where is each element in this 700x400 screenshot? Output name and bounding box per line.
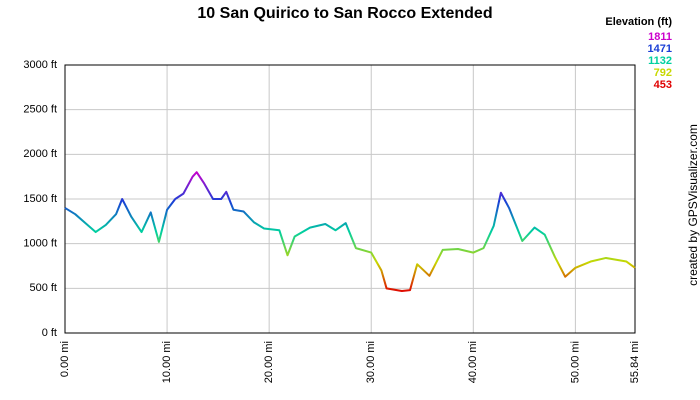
y-tick-label: 1000 ft [23, 238, 57, 250]
y-tick-label: 2500 ft [23, 104, 57, 116]
plot-frame [64, 64, 636, 334]
y-tick-label: 500 ft [29, 282, 57, 294]
y-tick-label: 2000 ft [23, 148, 57, 160]
x-tick-label: 40.00 mi [467, 341, 479, 383]
y-tick-label: 1500 ft [23, 193, 57, 205]
x-tick-label: 10.00 mi [161, 341, 173, 383]
x-tick-label: 30.00 mi [365, 341, 377, 383]
legend-value: 1471 [648, 43, 672, 55]
legend-value: 1811 [648, 31, 672, 43]
x-tick-label: 55.84 mi [629, 341, 641, 383]
credit: created by GPSVisualizer.com [686, 124, 700, 286]
x-tick-label: 50.00 mi [569, 341, 581, 383]
y-tick-label: 3000 ft [23, 59, 57, 71]
elevation-line [64, 171, 636, 293]
x-tick-label: 0.00 mi [59, 341, 71, 377]
x-tick-label: 20.00 mi [263, 341, 275, 383]
legend-title: Elevation (ft) [605, 16, 672, 28]
legend-value: 1132 [648, 55, 672, 67]
y-tick-label: 0 ft [42, 327, 57, 339]
legend-value: 792 [654, 67, 672, 79]
legend-value: 453 [654, 79, 672, 91]
chart-title: 10 San Quirico to San Rocco Extended [197, 5, 492, 22]
